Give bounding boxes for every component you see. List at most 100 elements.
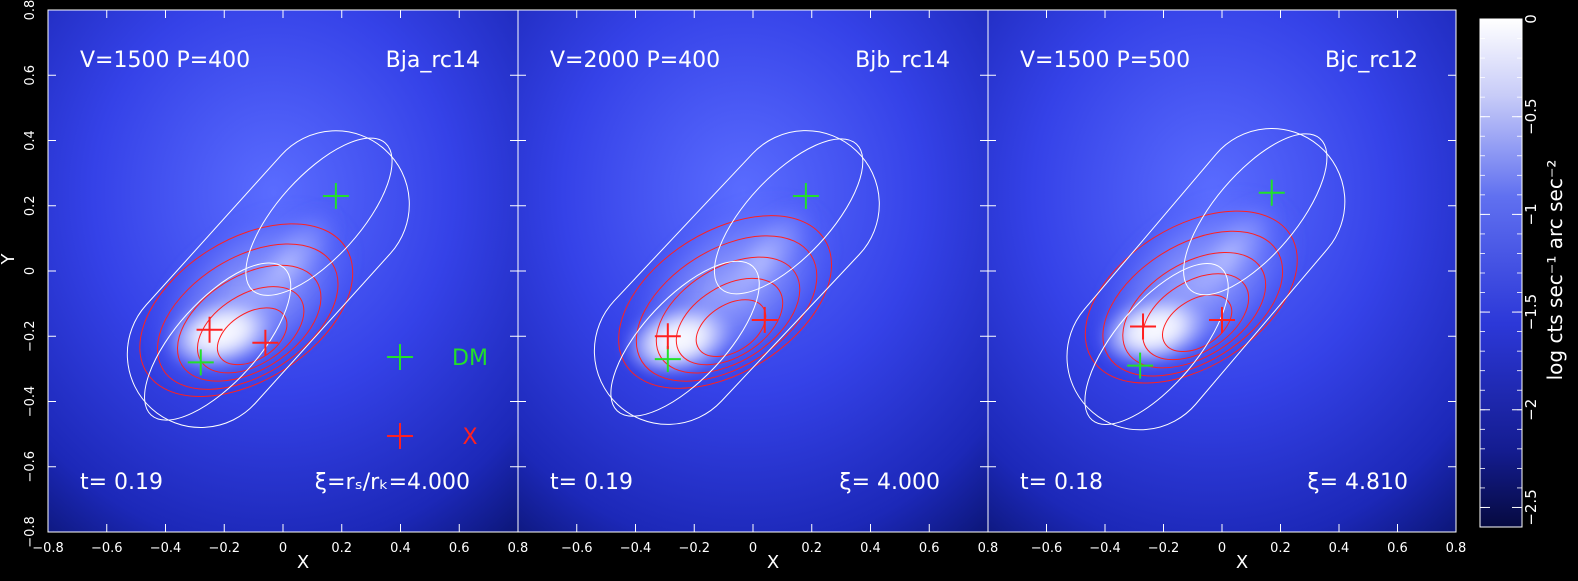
x-tick-label: 0.8 (1446, 541, 1467, 556)
xray-peak-marker (196, 316, 223, 343)
emission-core (1097, 292, 1212, 367)
mass-contour-clump (245, 137, 393, 296)
colorbar-tick-label: −2.5 (1522, 489, 1540, 525)
panel-title-run: Bja_rc14 (386, 48, 480, 73)
xray-peak-marker (654, 323, 681, 350)
emission-core (163, 295, 279, 371)
xray-contour (216, 307, 288, 366)
colorbar-tick-label: −2 (1522, 399, 1540, 421)
xray-contour (695, 299, 767, 357)
xray-contour (618, 215, 833, 389)
x-tick-label: 0.6 (1387, 541, 1408, 556)
dm-peak-marker (187, 349, 214, 376)
x-tick-label: −0.4 (620, 541, 652, 556)
colorbar: 0 −0.5 −1 −1.5 −2 −2.5 log cts sec⁻¹ arc sec⁻… (1479, 14, 1567, 528)
mass-contour-outer (126, 130, 410, 429)
x-tick-label: −0.2 (208, 541, 240, 556)
mass-contour-clump (610, 260, 760, 417)
x-tick-label: 0.4 (860, 541, 881, 556)
mass-contour-clump (713, 138, 864, 295)
y-tick-label: −0.8 (23, 516, 38, 548)
y-tick-label: 0.8 (23, 0, 38, 20)
emission-tail (1172, 196, 1282, 320)
panel-xi-label: ξ= 4.810 (1307, 470, 1408, 495)
colorbar-tick-label: 0 (1522, 14, 1540, 24)
x-tick-label: 0 (279, 541, 287, 556)
panel-time-label: t= 0.18 (1020, 470, 1103, 495)
xray-peak-marker (252, 329, 279, 356)
y-axis (988, 9, 1456, 533)
y-tick-label: 0.2 (23, 195, 38, 216)
x-tick-label: −0.4 (150, 541, 182, 556)
x-tick-label: 0.2 (331, 541, 352, 556)
x-tick-label: 0.2 (1270, 541, 1291, 556)
panel-title-run: Bjb_rc14 (855, 48, 950, 73)
y-tick-label: 0 (23, 267, 38, 275)
y-axis (518, 9, 988, 533)
x-axis: −0.6 −0.4 −0.2 0 0.2 0.4 0.6 0.8 X (517, 10, 999, 573)
y-tick-label: −0.4 (23, 386, 38, 418)
y-tick-label: −0.2 (23, 320, 38, 352)
x-tick-label: 0.8 (508, 541, 529, 556)
panel-title-params: V=2000 P=400 (550, 48, 720, 73)
xray-contour (635, 235, 818, 382)
heatmap (988, 10, 1456, 532)
x-tick-label: −0.6 (561, 541, 593, 556)
mass-contour-outer (593, 130, 880, 425)
emission-tail (706, 199, 817, 325)
xray-contour (655, 256, 801, 374)
panel-xi-label: ξ= 4.000 (839, 470, 940, 495)
panel-time-label: t= 0.19 (550, 470, 633, 495)
x-tick-label: −0.6 (1031, 541, 1063, 556)
x-axis: −0.6 −0.4 −0.2 0 0.2 0.4 0.6 0.8 X (987, 10, 1467, 573)
panel-1: −0.8 −0.6 −0.4 −0.2 0 0.2 0.4 0.6 0.8X−0.8−0.6−0… (0, 0, 528, 573)
panel-title-run: Bjc_rc12 (1325, 48, 1418, 73)
panel-title-params: V=1500 P=500 (1020, 48, 1190, 73)
panel-title-params: V=1500 P=400 (80, 48, 250, 73)
xray-contour (1162, 294, 1233, 352)
dm-peak-marker (1127, 352, 1154, 379)
mass-contour-clump (1084, 263, 1229, 425)
panel-xi-label: ξ=rₛ/rₖ=4.000 (315, 470, 470, 495)
xray-contour (675, 277, 784, 366)
y-tick-label: 0.6 (23, 65, 38, 86)
y-tick-label: 0.4 (23, 130, 38, 151)
y-axis: −0.8 −0.6 −0.4 −0.2 0 0.2 0.4 0.6 0.8 Y (0, 0, 518, 548)
colorbar-gradient (1479, 18, 1523, 528)
x-axis-label: X (1236, 552, 1248, 573)
legend-dm-label: DM (452, 346, 488, 371)
xray-peak-marker (1209, 306, 1235, 333)
colorbar-label: log cts sec⁻¹ arc sec⁻² (1543, 160, 1567, 381)
mass-contour-clump (144, 262, 292, 421)
xray-contour (176, 264, 322, 382)
legend: DM X (387, 344, 488, 450)
panel-time-label: t= 0.19 (80, 470, 163, 495)
emission-tail (231, 204, 342, 329)
x-tick-label: 0.2 (801, 541, 822, 556)
x-tick-label: −0.2 (1148, 541, 1180, 556)
x-tick-label: 0.8 (978, 541, 999, 556)
x-tick-label: 0 (1218, 541, 1226, 556)
heatmap (518, 10, 988, 532)
dm-peak-marker (322, 182, 349, 209)
xray-contour (1142, 273, 1250, 361)
xray-peak-marker (751, 306, 778, 333)
colorbar-tick-label: −1.5 (1522, 294, 1540, 330)
xray-contour (1122, 251, 1267, 369)
colorbar-tick-label: −1 (1522, 203, 1540, 225)
x-tick-label: −0.6 (91, 541, 123, 556)
x-tick-label: −0.2 (678, 541, 710, 556)
dm-peak-marker (792, 182, 819, 209)
legend-dm-marker (387, 344, 413, 370)
x-axis-label: X (297, 552, 309, 573)
x-tick-label: 0.4 (390, 541, 411, 556)
x-tick-label: −0.8 (32, 541, 64, 556)
x-tick-label: 0 (749, 541, 757, 556)
xray-peak-marker (1130, 313, 1157, 340)
panel-2: −0.6 −0.4 −0.2 0 0.2 0.4 0.6 0.8 X V=2000 P=400 Bj… (517, 9, 999, 573)
mass-contour-clump (1183, 133, 1328, 296)
mass-contour-outer (1066, 128, 1346, 431)
x-axis-label: X (767, 552, 779, 573)
x-tick-label: −0.4 (1089, 541, 1121, 556)
